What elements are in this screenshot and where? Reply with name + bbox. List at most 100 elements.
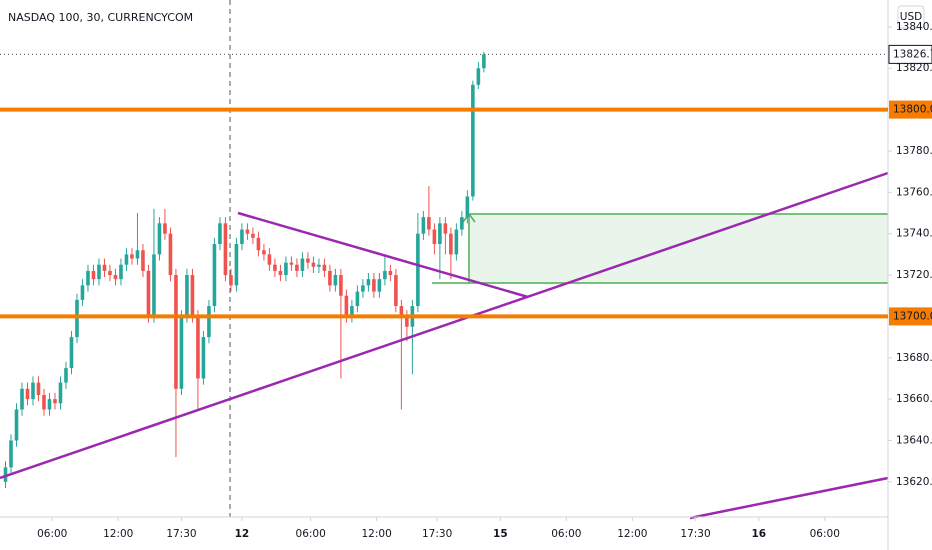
candle-body [190, 275, 195, 317]
candle-body [146, 270, 151, 317]
candle-body [3, 467, 8, 482]
x-tick-label: 15 [493, 528, 508, 540]
last-price-label: 13826.7 [893, 48, 932, 60]
level-label-box [889, 100, 932, 119]
candle-body [168, 233, 173, 276]
candle-body [322, 264, 327, 271]
candle-body [25, 388, 30, 400]
candle-body [328, 270, 332, 286]
candle-body [245, 229, 250, 234]
last-price-box [888, 44, 932, 64]
candle-body [58, 382, 63, 404]
candle-body [234, 244, 239, 286]
candle-body [388, 270, 393, 276]
candle-body [278, 270, 283, 276]
candle-body [454, 229, 459, 255]
candle-body [86, 270, 90, 286]
candle-body [399, 306, 404, 317]
candle-body [284, 262, 288, 276]
x-tick-label: 17:30 [166, 528, 196, 540]
candle-body [289, 262, 294, 265]
candle-body [75, 299, 79, 338]
x-tick-label: 16 [751, 528, 766, 540]
candle-body [383, 270, 387, 280]
candle-body [36, 382, 41, 395]
candle-body [361, 285, 365, 292]
y-tick-label: 13640.0 [896, 434, 932, 446]
candle-body [333, 275, 338, 286]
candle-body [91, 270, 96, 280]
candle-body [135, 250, 140, 259]
candle-body [443, 223, 448, 234]
currency-box [897, 5, 925, 29]
trendline [237, 211, 529, 299]
candle-body [482, 54, 486, 69]
candle-body [405, 316, 409, 327]
candle-body [366, 279, 371, 286]
candle-body [207, 306, 211, 338]
x-tick-label: 12 [235, 528, 250, 540]
candle-body [372, 279, 376, 292]
candle-body [427, 217, 431, 230]
y-tick-label: 13740.0 [896, 228, 932, 240]
candle-body [306, 258, 310, 263]
candle-body [229, 275, 233, 286]
candle-body [471, 84, 475, 197]
candle-body [80, 285, 85, 300]
candle-body [317, 264, 321, 267]
candle-body [124, 254, 129, 265]
candle-body [97, 264, 101, 280]
x-tick-label: 12:00 [362, 528, 392, 540]
y-tick-label: 13680.0 [896, 352, 932, 364]
candle-body [185, 275, 189, 317]
candle-body [119, 264, 123, 280]
candle-body [179, 316, 184, 389]
candle-body [438, 223, 442, 245]
candle-body [113, 275, 118, 280]
candle-body [295, 264, 299, 271]
x-tick-label: 06:00 [551, 528, 581, 540]
candle-body [218, 223, 222, 245]
x-tick-label: 17:30 [680, 528, 710, 540]
candle-body [339, 275, 343, 296]
candle-body [240, 229, 244, 245]
x-tick-label: 06:00 [810, 528, 840, 540]
level-label: 13700.0 [893, 310, 932, 322]
y-tick-label: 13620.0 [896, 476, 932, 488]
y-tick-label: 13780.0 [896, 145, 932, 157]
candle-body [47, 399, 52, 410]
candle-body [465, 196, 470, 218]
overlay: 13800.0 13700.0 13826.7 [0, 44, 932, 326]
candle-body [251, 233, 255, 238]
candle-body [20, 388, 24, 410]
candle-body [344, 295, 349, 317]
y-tick-label: 13840.0 [896, 21, 932, 33]
x-tick-label: 17:30 [422, 528, 452, 540]
candle-body [163, 223, 167, 234]
candle-body [69, 337, 74, 369]
x-tick-label: 06:00 [296, 528, 326, 540]
candle-body [196, 316, 200, 379]
x-tick-label: 12:00 [617, 528, 647, 540]
candle-body [432, 229, 437, 245]
candle-body [350, 306, 354, 317]
candle-body [355, 291, 360, 307]
candle-body [449, 233, 453, 255]
y-tick-label: 13760.0 [896, 186, 932, 198]
candle-body [53, 399, 57, 404]
candle-body [394, 275, 398, 307]
zone-fill [470, 214, 888, 283]
y-tick-label: 13720.0 [896, 269, 932, 281]
candle-body [377, 279, 382, 292]
trendline [0, 171, 889, 480]
candle-body [460, 217, 464, 230]
level-label-box [889, 307, 932, 326]
y-tick-label: 13820.0 [896, 62, 932, 74]
candle-body [64, 368, 68, 383]
candle-body [102, 264, 107, 271]
y-tick-label: 13660.0 [896, 393, 932, 405]
candle-body [421, 217, 426, 234]
candle-body [300, 258, 305, 271]
candle-body [273, 264, 277, 271]
